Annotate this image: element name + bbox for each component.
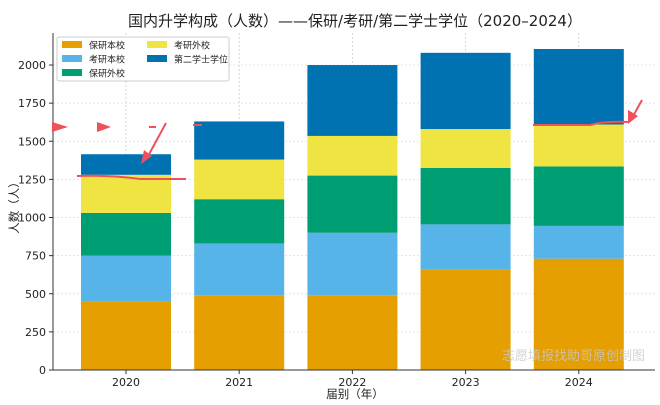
legend-swatch [62, 69, 82, 76]
x-tick-label: 2024 [565, 376, 593, 389]
arrow-marker [52, 122, 68, 132]
arrow-marker [97, 122, 111, 132]
x-tick-label: 2022 [338, 376, 366, 389]
bar-segment [307, 175, 398, 233]
legend-box [56, 36, 230, 82]
bar-segment [81, 301, 171, 370]
legend-label: 保研本校 [89, 40, 125, 52]
bar-segment [420, 129, 511, 168]
y-tick-label: 0 [39, 364, 46, 377]
bar-segment [194, 159, 285, 200]
bar-segment [81, 154, 171, 175]
y-tick-label: 1000 [18, 212, 46, 225]
y-tick-label: 2000 [18, 59, 46, 72]
x-tick-label: 2021 [225, 376, 253, 389]
bar-segment [307, 295, 398, 370]
underline-mark [76, 174, 186, 180]
watermark: 志愿填报找助哥原创制图 [502, 349, 645, 364]
bar-segment [533, 124, 624, 167]
arrow-line [146, 122, 167, 159]
bar-segment [307, 135, 398, 176]
bar-segment [81, 255, 171, 302]
hand-drawn-annotations [52, 99, 643, 180]
arrow-head [628, 110, 638, 124]
chart-title: 国内升学构成（人数）——保研/考研/第二学士学位（2020–2024） [128, 12, 582, 30]
bar-segment [533, 258, 624, 370]
x-tick-label: 2023 [452, 376, 480, 389]
legend-label: 考研本校 [89, 54, 125, 66]
legend-label: 考研外校 [174, 40, 210, 52]
bar-segment [194, 243, 285, 296]
bar-segment [81, 174, 171, 213]
y-tick-label: 250 [25, 326, 46, 339]
y-tick-label: 1500 [18, 135, 46, 148]
bar-segment [420, 269, 511, 370]
bar-segment [420, 224, 511, 270]
y-tick-label: 500 [25, 288, 46, 301]
bar-segment [420, 167, 511, 225]
x-tick-label: 2020 [112, 376, 140, 389]
y-tick-label: 750 [25, 250, 46, 263]
bar-segment [533, 225, 624, 259]
x-axis-label: 届别（年） [326, 387, 384, 401]
legend-swatch [147, 41, 167, 48]
y-tick-label: 1750 [18, 97, 46, 110]
y-tick-label: 1250 [18, 173, 46, 186]
bar-segment [194, 121, 285, 160]
bar-segment [194, 199, 285, 244]
arrow-head [141, 150, 152, 164]
bar-segment [194, 295, 285, 370]
y-axis-label: 人数（人） [7, 176, 21, 234]
bar-segment [307, 232, 398, 296]
legend-label: 第二学士学位 [174, 54, 228, 66]
bar-segment [420, 52, 511, 130]
legend-label: 保研外校 [89, 68, 125, 80]
bar-segment [307, 65, 398, 136]
legend-swatch [147, 55, 167, 62]
bar-segment [533, 49, 624, 125]
legend-swatch [62, 41, 82, 48]
bar-segment [81, 212, 171, 256]
legend-swatch [62, 55, 82, 62]
underline-mark [533, 120, 629, 126]
bar-segment [533, 166, 624, 226]
